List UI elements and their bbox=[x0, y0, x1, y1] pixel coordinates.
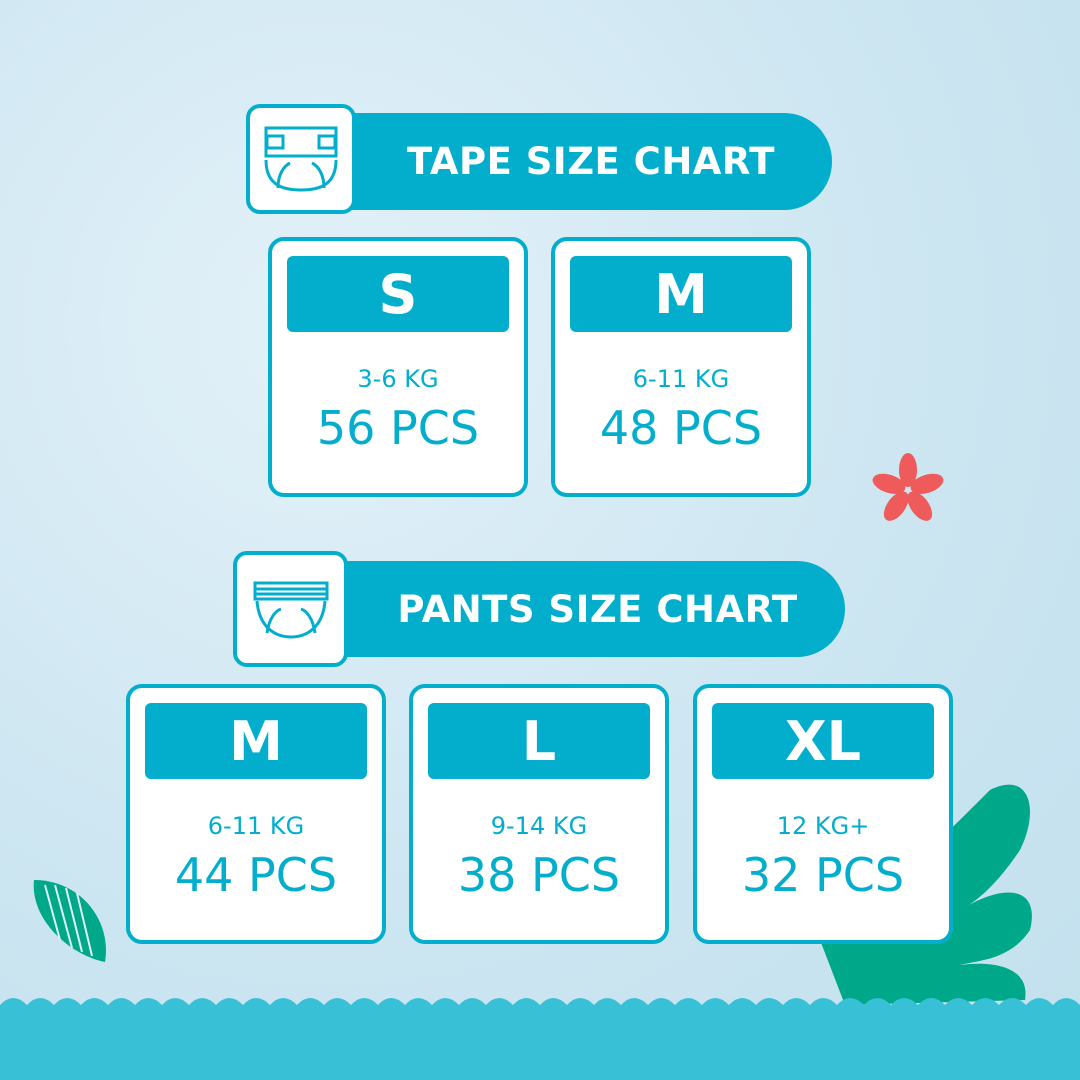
size-label: L bbox=[428, 703, 650, 779]
weight-range: 6-11 KG bbox=[632, 365, 730, 393]
pants-diaper-icon bbox=[233, 551, 348, 667]
piece-count: 56 PCS bbox=[316, 401, 480, 455]
piece-count: 32 PCS bbox=[741, 848, 905, 902]
tape-size-chart-title: TAPE SIZE CHART bbox=[340, 113, 832, 210]
size-card-pants-m: M 6-11 KG 44 PCS bbox=[126, 684, 386, 944]
pants-size-chart-title: PANTS SIZE CHART bbox=[330, 561, 845, 657]
size-label: M bbox=[570, 256, 792, 332]
piece-count: 48 PCS bbox=[599, 401, 763, 455]
water-wave bbox=[0, 998, 1080, 1080]
size-label: XL bbox=[712, 703, 934, 779]
size-card-tape-s: S 3-6 KG 56 PCS bbox=[268, 237, 528, 497]
piece-count: 38 PCS bbox=[457, 848, 621, 902]
weight-range: 9-14 KG bbox=[490, 812, 588, 840]
leaf-icon bbox=[33, 880, 106, 962]
size-card-pants-l: L 9-14 KG 38 PCS bbox=[409, 684, 669, 944]
weight-range: 6-11 KG bbox=[207, 812, 305, 840]
tape-diaper-icon bbox=[246, 104, 356, 214]
weight-range: 3-6 KG bbox=[357, 365, 439, 393]
weight-range: 12 KG+ bbox=[776, 812, 870, 840]
size-label: S bbox=[287, 256, 509, 332]
size-label: M bbox=[145, 703, 367, 779]
size-card-tape-m: M 6-11 KG 48 PCS bbox=[551, 237, 811, 497]
flower-icon bbox=[872, 453, 944, 521]
piece-count: 44 PCS bbox=[174, 848, 338, 902]
size-card-pants-xl: XL 12 KG+ 32 PCS bbox=[693, 684, 953, 944]
